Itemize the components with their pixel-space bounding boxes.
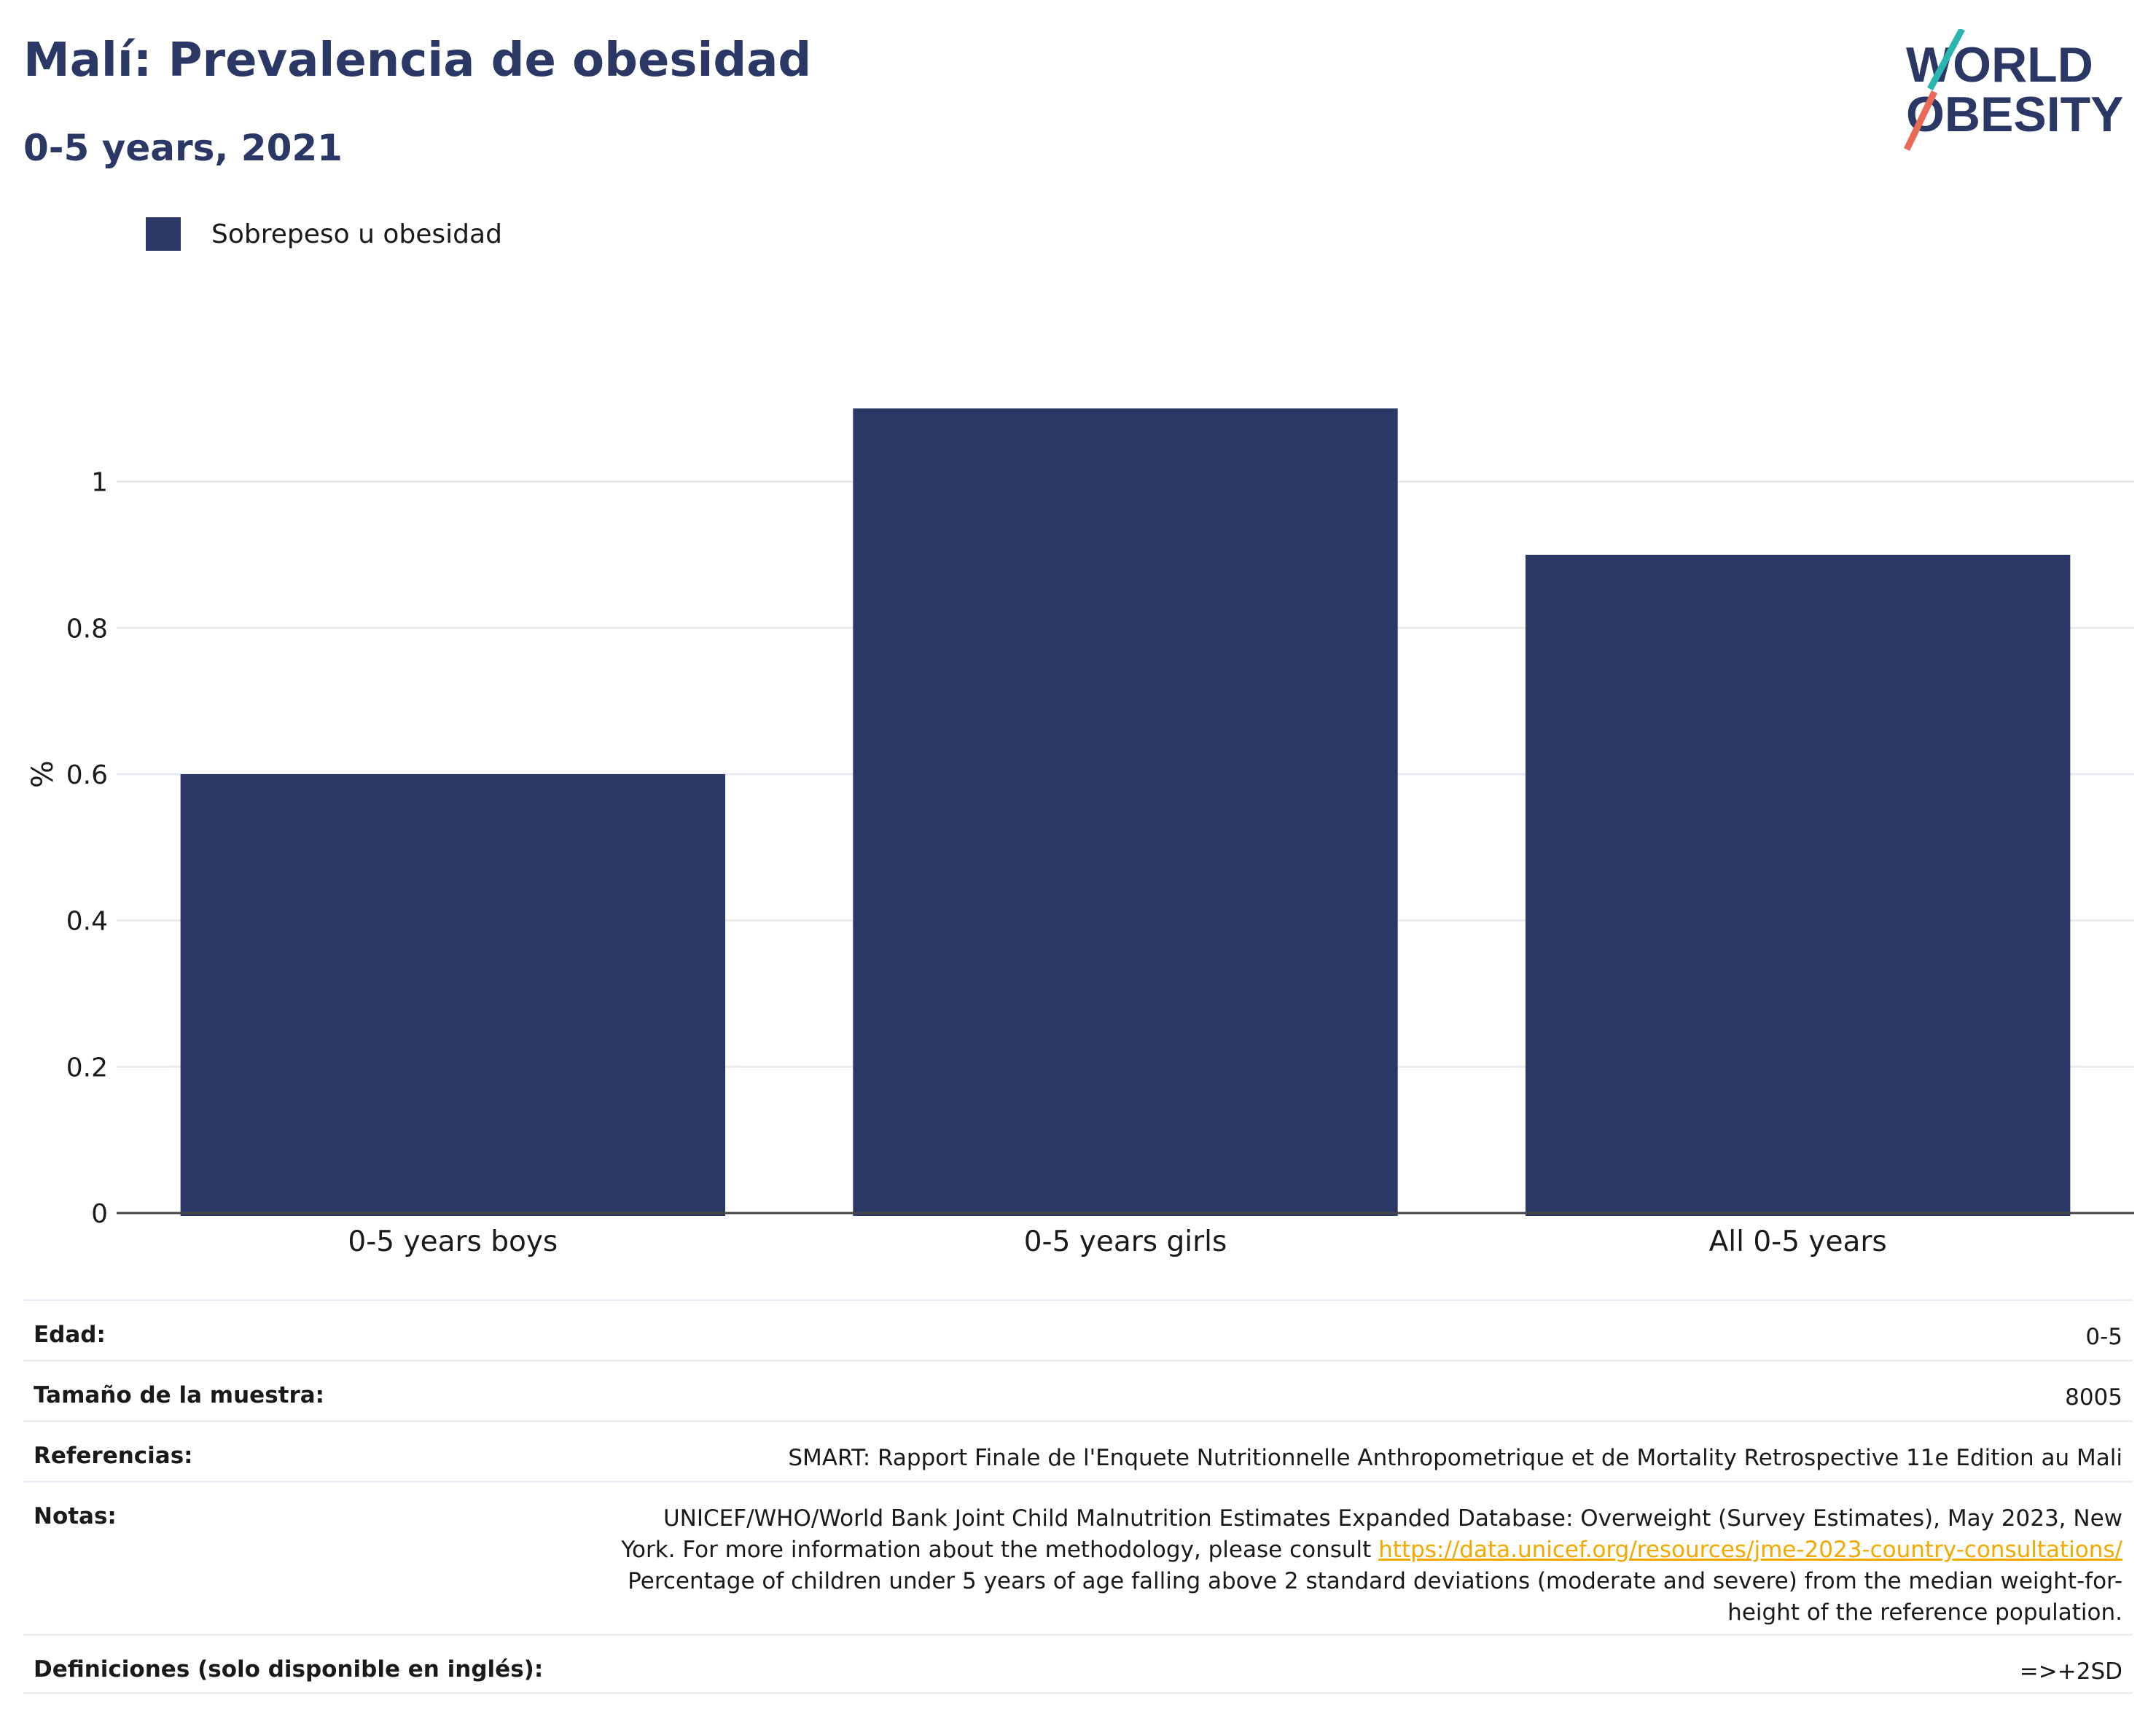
legend[interactable]: Sobrepeso u obesidad [146, 217, 502, 251]
y-axis-label: % [26, 760, 60, 788]
bar-chart: 0 0.2 0.4 0.6 0.8 1% 0-5 years boys 0-5 years g… [26, 408, 2134, 1258]
bar [180, 774, 726, 1216]
definitions-label: Definiciones (solo disponible en inglés)… [34, 1656, 544, 1683]
sample-label: Tamaño de la muestra: [34, 1382, 325, 1408]
methodology-link[interactable]: https://data.unicef.org/resources/jme-20… [1378, 1537, 2122, 1563]
legend-label: Sobrepeso u obesidad [211, 219, 502, 249]
age-label: Edad: [34, 1322, 106, 1348]
world-obesity-logo: WORLD OBESITY [1903, 29, 2124, 151]
logo-slash-teal [1927, 29, 1965, 91]
meta-row-definitions: Definiciones (solo disponible en inglés)… [23, 1634, 2133, 1694]
bar [1525, 555, 2071, 1216]
notes-line-2-text: York. For more information about the met… [621, 1537, 1379, 1563]
y-tick-label: 1 [91, 468, 108, 498]
notes-line-1: UNICEF/WHO/World Bank Joint Child Malnut… [663, 1505, 2122, 1532]
legend-swatch [146, 217, 181, 251]
definitions-value: =>+2SD [2019, 1658, 2122, 1685]
y-tick-label: 0.4 [66, 907, 108, 937]
sample-value: 8005 [2065, 1384, 2122, 1411]
x-tick-label: All 0-5 years [1709, 1225, 1887, 1258]
chart-subtitle: 0-5 years, 2021 [23, 127, 343, 169]
x-tick-label: 0-5 years boys [348, 1225, 558, 1258]
notes-value: UNICEF/WHO/World Bank Joint Child Malnut… [621, 1503, 2122, 1629]
y-tick-label: 0 [91, 1199, 108, 1229]
metadata-table: Edad: 0-5 Tamaño de la muestra: 8005 Ref… [23, 1299, 2133, 1694]
references-label: Referencias: [34, 1443, 193, 1469]
meta-row-sample: Tamaño de la muestra: 8005 [23, 1360, 2133, 1420]
references-value: SMART: Rapport Finale de l'Enquete Nutri… [788, 1445, 2122, 1471]
notes-line-3: Percentage of children under 5 years of … [628, 1568, 2122, 1594]
age-value: 0-5 [2085, 1324, 2122, 1350]
chart-title: Malí: Prevalencia de obesidad [23, 34, 812, 87]
y-tick-label: 0.6 [66, 760, 108, 790]
y-tick-label: 0.2 [66, 1053, 108, 1083]
logo-word-2: OBESITY [1906, 87, 2124, 142]
logo-word-1: WORLD [1906, 37, 2093, 93]
notes-line-2: York. For more information about the met… [621, 1535, 2122, 1566]
meta-row-age: Edad: 0-5 [23, 1299, 2133, 1360]
meta-row-references: Referencias: SMART: Rapport Finale de l'… [23, 1420, 2133, 1481]
bar [853, 408, 1398, 1217]
logo-slash-coral [1903, 90, 1938, 151]
x-tick-label: 0-5 years girls [1024, 1225, 1227, 1258]
meta-row-notes: Notas: UNICEF/WHO/World Bank Joint Child… [23, 1481, 2133, 1634]
notes-label: Notas: [34, 1503, 117, 1529]
notes-line-4: height of the reference population. [1727, 1599, 2122, 1626]
y-tick-label: 0.8 [66, 614, 108, 644]
